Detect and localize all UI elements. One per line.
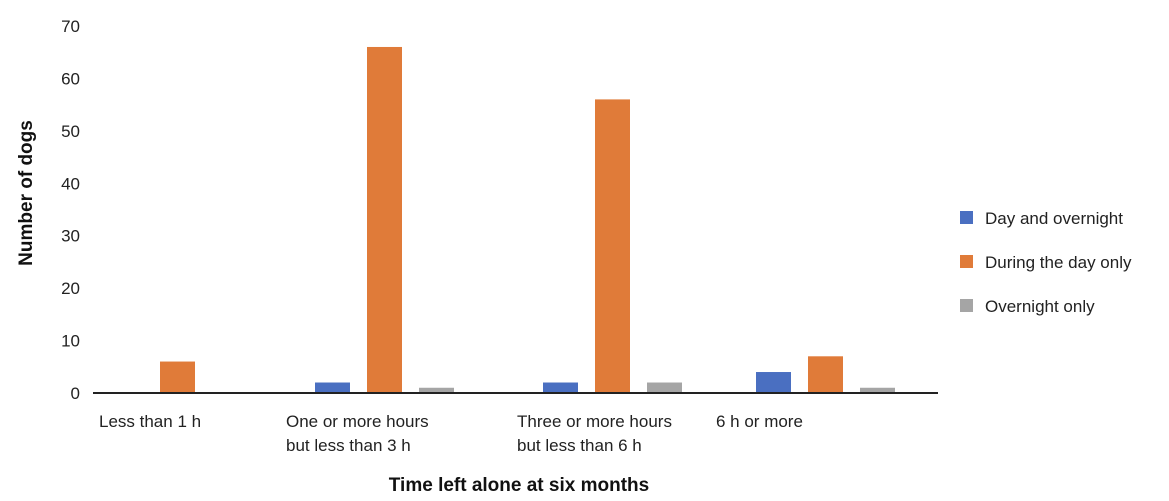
x-category-label: Less than 1 h: [99, 412, 201, 431]
legend-label: Overnight only: [985, 297, 1095, 316]
legend-swatch: [960, 299, 973, 312]
y-tick-label: 40: [61, 174, 80, 193]
x-category-label-line: but less than 6 h: [517, 436, 642, 455]
bar: [419, 387, 454, 393]
bar: [808, 356, 843, 393]
bar: [595, 99, 630, 394]
bar: [315, 382, 350, 393]
y-axis-title: Number of dogs: [16, 120, 37, 266]
x-category-label-line: One or more hours: [286, 412, 429, 431]
legend-swatch: [960, 255, 973, 268]
y-tick-label: 0: [71, 384, 80, 403]
x-category-label-line: but less than 3 h: [286, 436, 411, 455]
bar: [647, 382, 682, 393]
y-tick-label: 60: [61, 69, 80, 88]
x-category-label-line: Less than 1 h: [99, 412, 201, 431]
x-axis-category-labels: Less than 1 h One or more hours but less t…: [99, 412, 803, 455]
y-tick-label: 10: [61, 332, 80, 351]
bar: [543, 382, 578, 393]
bar: [860, 387, 895, 393]
x-category-label-line: Three or more hours: [517, 412, 672, 431]
y-tick-label: 30: [61, 227, 80, 246]
x-category-label: Three or more hours but less than 6 h: [517, 412, 672, 455]
legend-swatch: [960, 211, 973, 224]
legend-label: Day and overnight: [985, 209, 1123, 228]
y-tick-label: 50: [61, 122, 80, 141]
y-axis-ticks: 0 10 20 30 40 50 60 70: [61, 17, 80, 403]
x-axis-title: Time left alone at six months: [389, 475, 649, 496]
x-category-label: 6 h or more: [716, 412, 803, 431]
bars-group: [160, 46, 895, 394]
y-tick-label: 70: [61, 17, 80, 36]
bar: [160, 361, 195, 393]
bar: [756, 372, 791, 393]
x-category-label: One or more hours but less than 3 h: [286, 412, 429, 455]
legend-label: During the day only: [985, 253, 1132, 272]
y-tick-label: 20: [61, 279, 80, 298]
bar: [367, 46, 402, 393]
legend: Day and overnight During the day only Over…: [960, 209, 1132, 316]
x-category-label-line: 6 h or more: [716, 412, 803, 431]
